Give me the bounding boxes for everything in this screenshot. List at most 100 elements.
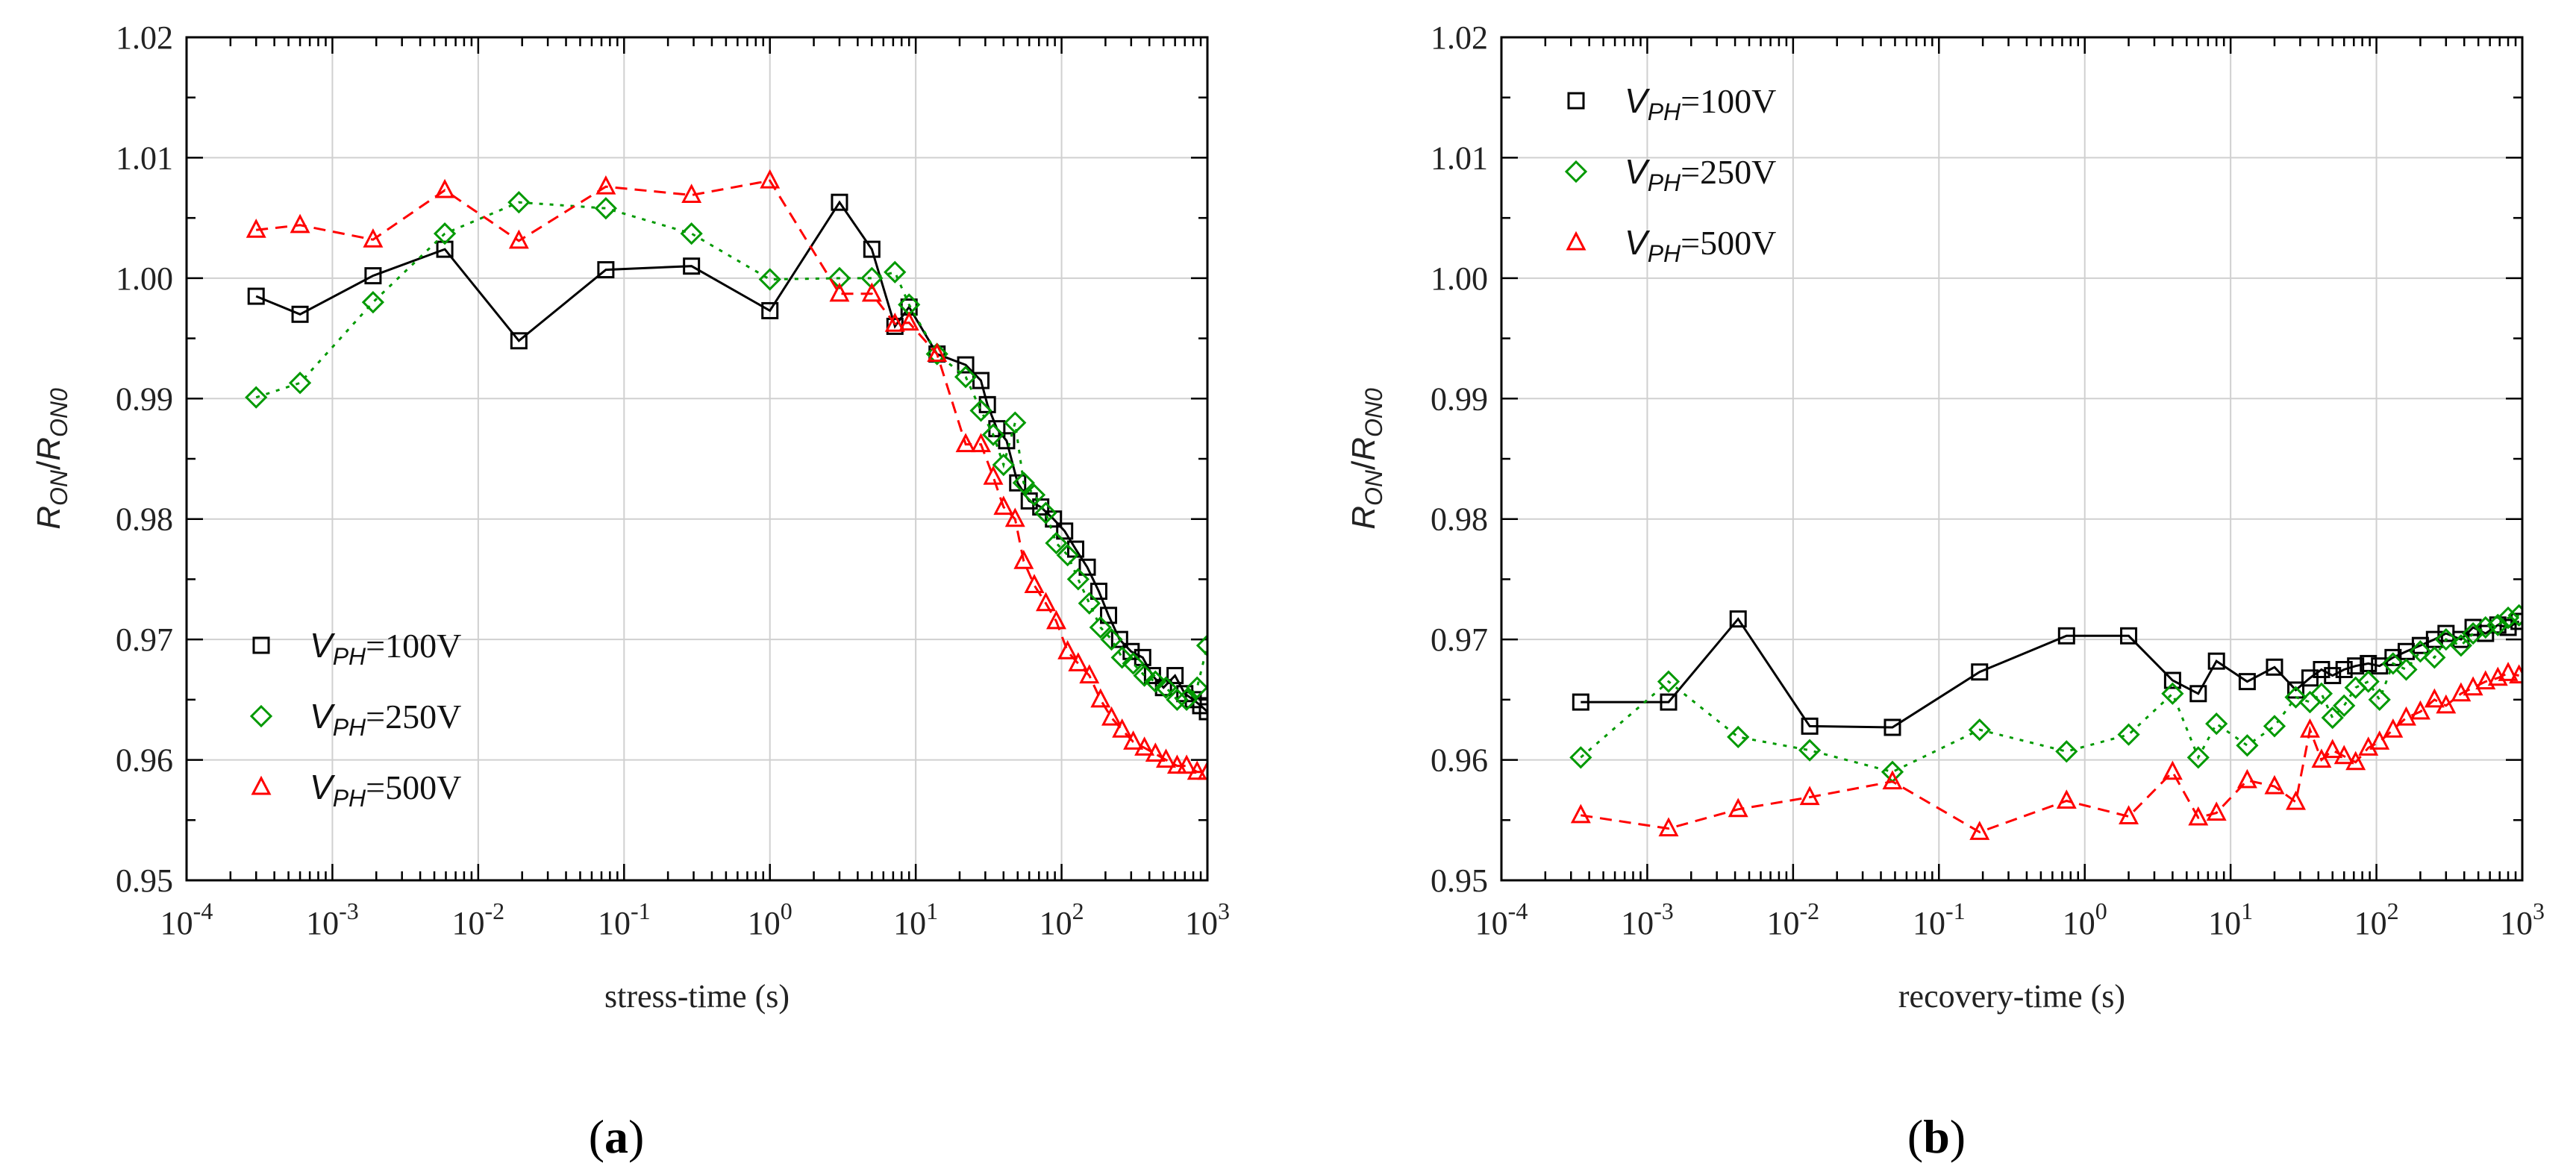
data-point — [1156, 748, 1176, 768]
data-point — [2410, 700, 2430, 720]
text-part: 10 — [452, 905, 485, 941]
x-tick-label: 10-3 — [306, 897, 359, 941]
data-point — [1057, 640, 1078, 659]
data-point — [1145, 742, 1166, 762]
x-tick-label: 102 — [1040, 897, 1084, 941]
data-point — [2474, 615, 2497, 639]
data-point — [2368, 688, 2391, 711]
data-point — [2486, 613, 2510, 636]
data-point — [245, 386, 268, 409]
data-point — [2434, 628, 2457, 651]
data-point — [1100, 607, 1118, 624]
data-point — [1727, 725, 1750, 749]
data-point — [1012, 471, 1035, 495]
data-point — [1195, 634, 1207, 657]
data-point — [1090, 688, 1111, 708]
data-point — [2056, 789, 2077, 809]
data-point — [2324, 667, 2342, 685]
data-point — [2449, 634, 2472, 657]
x-tick-label: 10-2 — [452, 897, 505, 941]
data-point — [760, 169, 781, 189]
data-point — [247, 287, 265, 305]
text-part: 2 — [2387, 897, 2399, 924]
series-line — [256, 179, 1207, 774]
data-point — [1133, 664, 1156, 687]
y-tick-label: 0.99 — [116, 380, 173, 417]
data-point — [1045, 531, 1068, 555]
text-part: 10 — [1040, 905, 1072, 941]
data-point — [288, 372, 312, 395]
data-point — [927, 342, 948, 363]
legend-marker — [1567, 92, 1585, 110]
data-point — [1658, 817, 1679, 837]
text-part: ) — [628, 1110, 644, 1163]
text-part: =100V — [1681, 82, 1776, 120]
text-part: 2 — [1072, 897, 1084, 924]
text-part: 0 — [781, 897, 793, 924]
text-part: PH — [1648, 98, 1681, 125]
text-part: 10 — [1185, 905, 1218, 941]
data-point — [758, 268, 781, 291]
data-point — [1004, 411, 1027, 434]
y-tick-label: 1.02 — [1431, 19, 1488, 56]
data-point — [291, 305, 309, 323]
data-point — [680, 222, 703, 245]
data-point — [1969, 821, 1990, 840]
data-point — [860, 266, 884, 289]
data-point — [1056, 522, 1074, 540]
text-part: -1 — [631, 897, 651, 924]
x-tick-label: 10-3 — [1621, 897, 1674, 941]
data-point — [1166, 688, 1189, 711]
data-point — [1198, 703, 1207, 721]
data-point — [2263, 715, 2286, 738]
text-part: 10 — [1913, 905, 1945, 941]
data-point — [1186, 676, 1207, 699]
series-diamond — [1569, 604, 2522, 783]
data-point — [898, 311, 919, 331]
series-triangle — [246, 169, 1207, 780]
data-point — [978, 395, 996, 413]
data-point — [1100, 628, 1123, 651]
text-part: 10 — [1767, 905, 1800, 941]
data-point — [1154, 676, 1178, 699]
data-point — [2205, 712, 2228, 736]
ticks — [1500, 36, 2522, 882]
data-point — [363, 228, 384, 248]
ticks — [185, 36, 1207, 882]
text-part: -4 — [1508, 897, 1528, 924]
legend-label: VPH=100V — [1625, 81, 1776, 125]
text-part: 1 — [2241, 897, 2253, 924]
data-point — [1187, 760, 1207, 780]
text-part: / — [1345, 460, 1382, 470]
text-part: a — [604, 1110, 628, 1163]
data-point — [1022, 483, 1046, 507]
data-point — [681, 184, 702, 203]
data-point — [2286, 790, 2307, 810]
data-point — [2236, 734, 2259, 757]
data-point — [1034, 501, 1057, 524]
data-point — [2284, 686, 2307, 709]
text-part: =100V — [366, 627, 461, 665]
text-part: R — [31, 437, 67, 461]
text-part: 10 — [2354, 905, 2387, 941]
text-part: V — [310, 626, 336, 665]
legend-marker — [252, 636, 270, 654]
x-tick-label: 101 — [2208, 897, 2253, 941]
data-point — [971, 433, 992, 453]
data-point — [597, 261, 615, 279]
text-part: b — [1923, 1110, 1950, 1163]
data-point — [1078, 558, 1096, 576]
data-point — [1112, 718, 1133, 738]
y-tick-label: 1.00 — [116, 260, 173, 297]
text-part: PH — [1648, 169, 1681, 196]
x-axis-label: stress-time (s) — [604, 978, 790, 1015]
data-point — [2423, 646, 2446, 669]
x-tick-label: 10-1 — [598, 897, 651, 941]
text-part: ( — [1907, 1110, 1923, 1163]
y-axis-label: RON/RON0 — [1345, 388, 1387, 530]
data-point — [2189, 685, 2207, 703]
legend-marker — [1566, 231, 1586, 251]
x-tick-label: 101 — [893, 897, 938, 941]
